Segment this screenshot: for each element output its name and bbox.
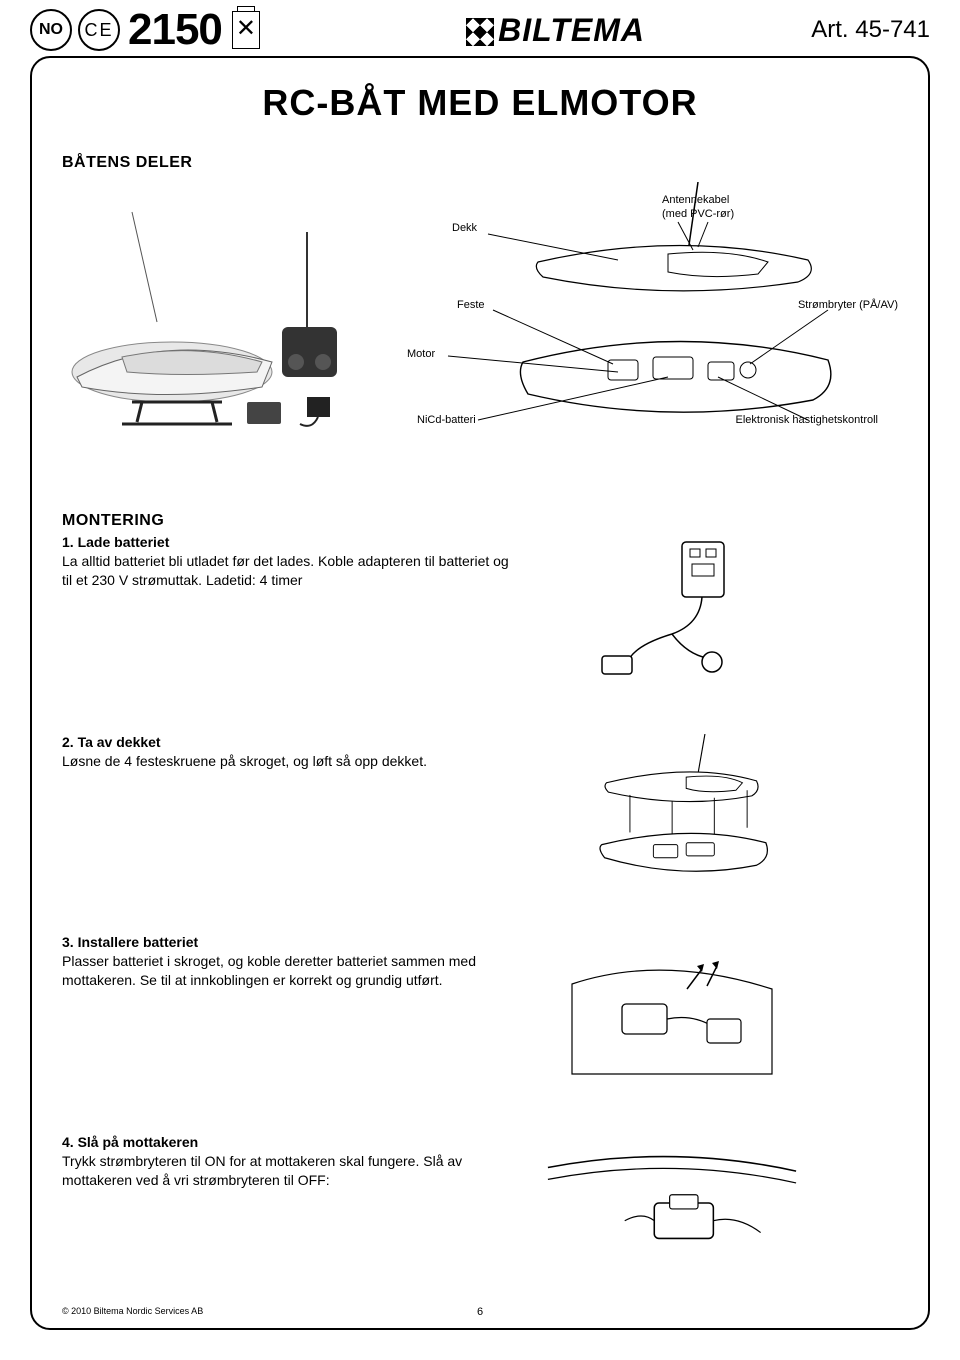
step-3-image	[542, 934, 802, 1084]
ce-mark-badge: CE	[78, 9, 120, 51]
step-2-text: 2. Ta av dekket Løsne de 4 festeskruene …	[62, 734, 522, 884]
copyright: © 2010 Biltema Nordic Services AB	[62, 1306, 203, 1316]
checker-icon	[466, 18, 494, 46]
step-1-label: Lade batteriet	[78, 534, 170, 550]
step-4-heading: 4. Slå på mottakeren	[62, 1134, 522, 1150]
step-2-heading: 2. Ta av dekket	[62, 734, 522, 750]
step-1-body: La alltid batteriet bli utladet før det …	[62, 552, 522, 590]
step-3-label: Installere batteriet	[78, 934, 199, 950]
brand-text: BILTEMA	[498, 12, 645, 48]
main-title: RC-BÅT MED ELMOTOR	[62, 82, 898, 124]
step-4-image	[542, 1134, 802, 1284]
page-header: NO CE 2150 BILTEMA Art. 45-741	[0, 0, 960, 56]
brand-logo: BILTEMA	[300, 12, 811, 49]
step-4-num: 4.	[62, 1134, 74, 1150]
montering-title: MONTERING	[62, 512, 898, 530]
step-3-num: 3.	[62, 934, 74, 950]
parts-section: BÅTENS DELER	[62, 154, 898, 472]
exploded-diagram	[418, 182, 898, 472]
country-badge: NO	[30, 9, 72, 51]
step-4-body: Trykk strømbryteren til ON for at mottak…	[62, 1152, 522, 1190]
model-number: 2150	[128, 5, 222, 55]
page-footer: © 2010 Biltema Nordic Services AB 6	[62, 1306, 898, 1316]
step-2-label: Ta av dekket	[78, 734, 161, 750]
step-2: 2. Ta av dekket Løsne de 4 festeskruene …	[62, 734, 898, 884]
step-2-image	[542, 734, 802, 884]
step-3: 3. Installere batteriet Plasser batterie…	[62, 934, 898, 1084]
page-number: 6	[477, 1306, 483, 1318]
parts-diagram: Dekk Antennekabel (med PVC-rør) Feste St…	[62, 182, 898, 472]
step-3-text: 3. Installere batteriet Plasser batterie…	[62, 934, 522, 1084]
content-frame: RC-BÅT MED ELMOTOR BÅTENS DELER	[30, 56, 930, 1330]
step-1-num: 1.	[62, 534, 74, 550]
step-3-heading: 3. Installere batteriet	[62, 934, 522, 950]
step-1-image	[542, 534, 802, 684]
step-1-text: 1. Lade batteriet La alltid batteriet bl…	[62, 534, 522, 684]
step-4-label: Slå på mottakeren	[78, 1134, 199, 1150]
step-1-heading: 1. Lade batteriet	[62, 534, 522, 550]
step-4-text: 4. Slå på mottakeren Trykk strømbryteren…	[62, 1134, 522, 1284]
article-number: Art. 45-741	[811, 16, 930, 44]
step-2-body: Løsne de 4 festeskruene på skroget, og l…	[62, 752, 522, 771]
product-photo	[62, 202, 372, 432]
step-3-body: Plasser batteriet i skroget, og koble de…	[62, 952, 522, 990]
step-2-num: 2.	[62, 734, 74, 750]
step-4: 4. Slå på mottakeren Trykk strømbryteren…	[62, 1134, 898, 1284]
step-1: 1. Lade batteriet La alltid batteriet bl…	[62, 534, 898, 684]
weee-icon	[232, 11, 260, 49]
parts-title: BÅTENS DELER	[62, 154, 898, 172]
